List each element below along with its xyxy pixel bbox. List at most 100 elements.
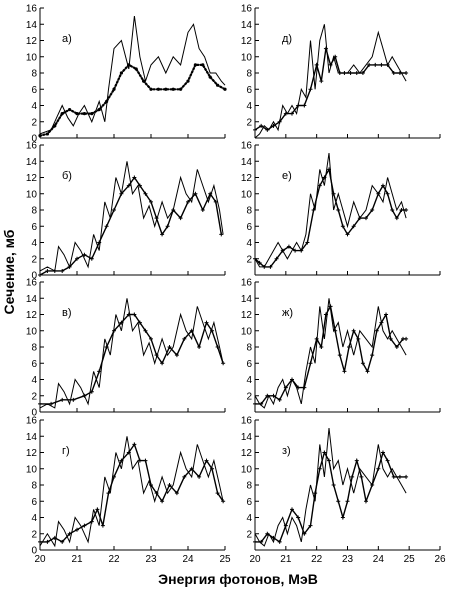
data-point <box>216 83 220 87</box>
x-tick-label: 20 <box>34 554 46 565</box>
data-point <box>379 62 384 67</box>
data-point <box>327 167 331 172</box>
data-point <box>399 208 404 212</box>
data-point <box>182 336 187 341</box>
data-point <box>277 539 282 544</box>
data-point <box>354 71 359 75</box>
data-point <box>165 224 170 229</box>
data-point <box>149 483 153 487</box>
data-point <box>119 458 124 463</box>
y-tick-label: 2 <box>246 254 252 265</box>
data-point <box>348 71 353 75</box>
data-point <box>308 361 313 366</box>
data-point <box>208 75 212 79</box>
data-point <box>340 224 345 229</box>
data-point <box>45 132 50 136</box>
data-point <box>283 111 288 116</box>
data-point <box>384 312 389 317</box>
data-point <box>119 320 124 325</box>
data-point <box>397 71 402 75</box>
y-tick-label: 2 <box>246 391 252 402</box>
y-tick-label: 4 <box>31 101 37 112</box>
data-point <box>52 268 57 273</box>
data-point <box>265 393 270 398</box>
y-tick-label: 10 <box>241 189 253 200</box>
data-point <box>112 208 116 212</box>
data-point <box>60 112 64 116</box>
data-point <box>142 79 146 83</box>
data-point <box>397 474 402 479</box>
y-tick-label: 2 <box>31 529 37 540</box>
data-point <box>385 458 390 463</box>
data-point <box>370 208 375 212</box>
data-point <box>221 361 226 366</box>
y-tick-label: 10 <box>26 189 38 200</box>
panel-6: 2 4 6 8 10 12 14 16 е) <box>241 141 441 276</box>
data-point <box>322 175 327 180</box>
data-point <box>271 123 276 128</box>
data-point <box>359 474 364 479</box>
data-point <box>404 336 409 341</box>
panel-2: 0 2 4 6 8 10 12 14 16 б) <box>26 141 226 282</box>
x-tick-label: 21 <box>71 554 83 565</box>
data-point <box>49 401 54 406</box>
y-tick-label: 4 <box>246 375 252 386</box>
data-point <box>174 491 179 496</box>
data-point <box>328 304 333 309</box>
data-point <box>345 232 350 237</box>
data-point <box>221 499 226 504</box>
data-point <box>323 46 328 51</box>
y-tick-label: 2 <box>31 391 37 402</box>
data-point <box>119 71 123 75</box>
y-tick-label: 16 <box>26 416 38 427</box>
data-point <box>259 539 264 544</box>
data-point <box>223 87 227 91</box>
data-point <box>314 62 319 67</box>
y-tick-label: 12 <box>26 173 38 184</box>
y-tick-label: 0 <box>31 408 37 419</box>
data-point <box>154 216 159 221</box>
data-point <box>126 450 131 455</box>
data-point <box>97 369 102 374</box>
data-point <box>394 345 399 349</box>
data-point <box>105 99 109 104</box>
data-point <box>201 63 205 67</box>
data-point <box>257 260 262 265</box>
data-point <box>308 87 313 92</box>
data-point <box>379 320 384 325</box>
y-tick-label: 8 <box>246 206 252 217</box>
y-tick-label: 8 <box>246 481 252 492</box>
data-point <box>286 244 291 249</box>
y-tick-label: 10 <box>241 326 253 337</box>
series-line-solid <box>254 24 407 139</box>
data-point <box>100 523 105 528</box>
data-point <box>45 539 50 544</box>
data-point <box>52 535 57 540</box>
data-point <box>262 264 267 269</box>
data-point <box>333 54 338 59</box>
panels: 0246810121416а)0246810121416б)0246810121… <box>26 4 446 566</box>
data-point <box>149 87 153 91</box>
data-point <box>342 71 347 75</box>
data-point <box>290 377 294 382</box>
data-point <box>350 474 355 479</box>
data-point <box>277 397 282 402</box>
y-tick-label: 16 <box>241 141 253 152</box>
panel-label: ж) <box>282 307 293 319</box>
data-point <box>167 483 172 487</box>
data-point <box>38 401 42 406</box>
y-tick-label: 4 <box>31 513 37 524</box>
data-point <box>89 389 94 394</box>
data-point <box>404 474 409 479</box>
data-point <box>271 535 276 540</box>
data-point <box>331 483 336 487</box>
panel-label: а) <box>62 33 72 45</box>
x-tick-label: 24 <box>373 554 385 565</box>
panel-3: 0 2 4 6 8 10 12 14 16 в) <box>26 278 226 419</box>
data-point <box>265 531 270 536</box>
data-point <box>360 361 365 366</box>
y-tick-label: 12 <box>241 448 253 459</box>
y-tick-label: 16 <box>26 141 38 152</box>
data-point <box>143 191 148 196</box>
